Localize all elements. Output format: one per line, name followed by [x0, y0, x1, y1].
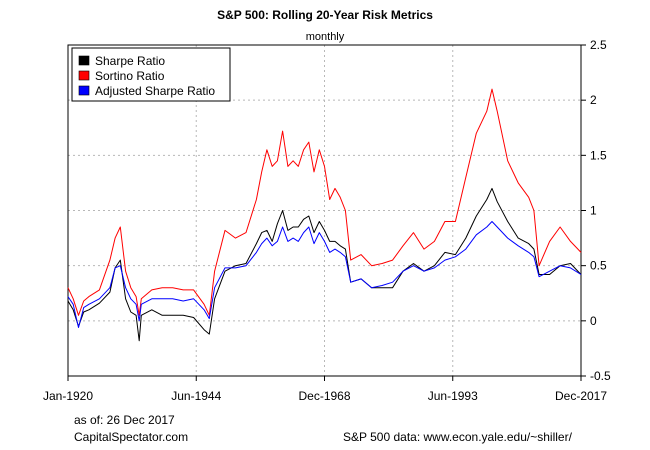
series-line-adjusted-sharpe-ratio — [67, 221, 582, 328]
y-tick-label-2: 0.5 — [590, 259, 607, 273]
y-tick-label-4: 1.5 — [590, 148, 607, 162]
series-line-sharpe-ratio — [67, 187, 582, 342]
legend-swatch-2 — [78, 85, 90, 96]
legend-box — [71, 47, 231, 102]
legend-label-1: Sortino Ratio — [95, 69, 165, 83]
y-tick-label-3: 1 — [590, 204, 597, 218]
legend-label-2: Adjusted Sharpe Ratio — [95, 84, 215, 98]
data-source: S&P 500 data: www.econ.yale.edu/~shiller… — [343, 430, 572, 444]
y-tick-label-0: -0.5 — [590, 369, 611, 383]
series-line-sortino-ratio — [67, 88, 582, 316]
chart-subtitle: monthly — [305, 31, 345, 43]
source-site: CapitalSpectator.com — [74, 430, 189, 444]
x-tick-label-1: Jun-1944 — [171, 389, 221, 403]
x-tick-label-4: Dec-2017 — [555, 389, 607, 403]
x-tick-label-2: Dec-1968 — [298, 389, 350, 403]
legend-swatch-1 — [78, 70, 90, 81]
x-tick-label-3: Jun-1993 — [428, 389, 478, 403]
chart-title: S&P 500: Rolling 20-Year Risk Metrics — [217, 8, 433, 22]
y-tick-label-6: 2.5 — [590, 38, 607, 52]
legend-label-0: Sharpe Ratio — [95, 54, 165, 68]
legend-swatch-0 — [78, 55, 90, 66]
y-tick-label-5: 2 — [590, 93, 597, 107]
x-tick-label-0: Jan-1920 — [43, 389, 93, 403]
as-of-date: as of: 26 Dec 2017 — [74, 413, 175, 427]
y-tick-label-1: 0 — [590, 314, 597, 328]
